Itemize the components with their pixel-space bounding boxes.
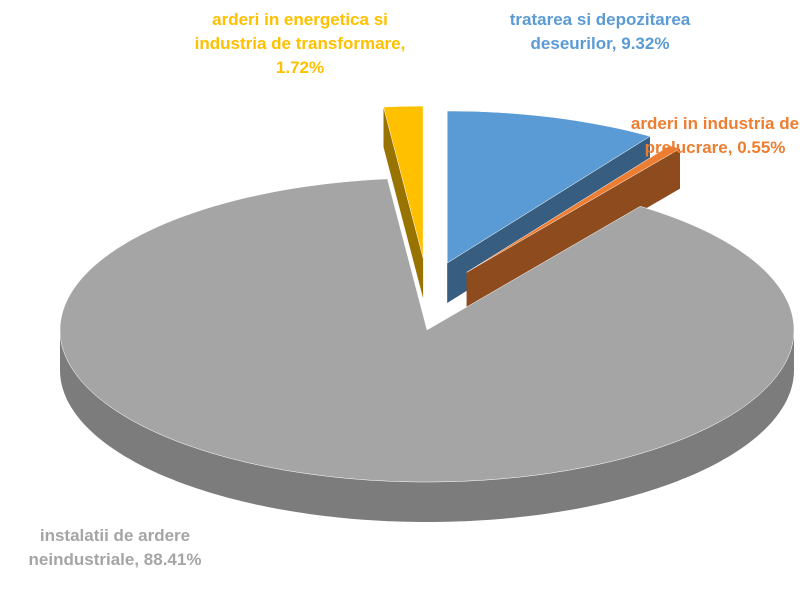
- slice-side: [466, 148, 680, 313]
- data-label: instalatii de ardere neindustriale, 88.4…: [0, 524, 230, 572]
- slice: [466, 145, 681, 273]
- value-label: 0.55%: [737, 138, 786, 157]
- category-label: arderi in industria de prelucrare,: [630, 114, 800, 157]
- slice: [59, 178, 795, 483]
- data-label: arderi in industria de prelucrare, 0.55%: [620, 112, 810, 160]
- data-label: tratarea si depozitarea deseurilor, 9.32…: [500, 8, 700, 56]
- data-label: arderi in energetica si industria de tra…: [185, 8, 415, 80]
- category-label: instalatii de ardere neindustriale,: [28, 526, 191, 569]
- value-label: 1.72%: [275, 58, 325, 77]
- value-label: 9.32%: [621, 34, 670, 53]
- category-label: tratarea si depozitarea deseurilor,: [509, 10, 691, 53]
- slice: [383, 105, 424, 259]
- category-label: arderi in energetica si industria de tra…: [194, 10, 406, 53]
- slice-side: [383, 107, 424, 299]
- slice-wall: [60, 330, 794, 522]
- slice: [446, 110, 651, 264]
- value-label: 88.41%: [143, 550, 202, 569]
